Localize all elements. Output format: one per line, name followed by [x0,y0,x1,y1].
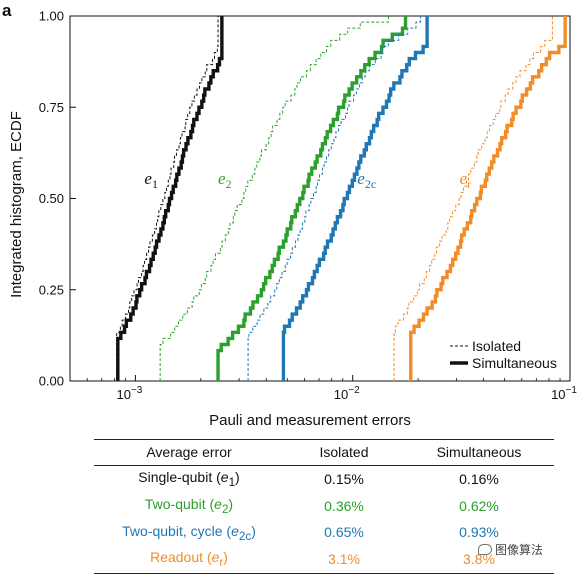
table-row: Single-qubit (e1) 0.15% 0.16% [94,466,554,493]
series-simultaneous-line [281,16,429,381]
watermark: 图像算法 [478,541,543,558]
legend-label: Simultaneous [472,355,557,371]
panel-letter: a [2,1,12,20]
series-simultaneous-line [216,16,408,381]
series-isolated-line [247,16,421,381]
average-error-table: Average error Isolated Simultaneous Sing… [94,439,554,575]
series-simultaneous-line [409,16,567,381]
row-isolated-value: 3.1% [284,546,404,575]
header-simultaneous: Simultaneous [404,439,554,466]
y-tick-label: 0.00 [39,374,64,389]
series-label: e2c [357,169,376,191]
series-simultaneous-line [116,16,224,381]
series-label: e2 [218,169,232,191]
legend-label: Isolated [472,338,521,354]
chat-bubble-icon [478,544,492,555]
row-isolated-value: 0.36% [324,497,364,514]
series-isolated-line [159,16,389,381]
y-axis-label: Integrated histogram, ECDF [8,111,25,298]
y-tick-label: 0.75 [39,100,64,115]
row-label: Single-qubit (e1) [138,469,240,489]
y-tick-label: 0.25 [39,282,64,297]
table-row: Two-qubit, cycle (e2c) 0.65% 0.93% [94,520,554,547]
row-simultaneous-value: 0.93% [459,524,499,541]
row-label: Readout (er) [94,546,284,575]
series-isolated-line [116,16,219,381]
x-tick-label: 10−2 [334,385,360,402]
y-tick-label: 0.50 [39,191,64,206]
row-isolated-value: 0.65% [324,524,364,541]
series-isolated-line [393,16,553,381]
row-simultaneous-value: 0.16% [459,470,499,487]
y-tick-label: 1.00 [39,9,64,24]
table-header-row: Average error Isolated Simultaneous [94,439,554,466]
table-row: Readout (er) 3.1% 3.8% [94,546,554,575]
x-tick-label: 10−1 [551,385,577,402]
row-label: Two-qubit, cycle (e2c) [122,522,256,543]
x-tick-label: 10−3 [116,385,142,402]
row-simultaneous-value: 0.62% [459,497,499,514]
watermark-text: 图像算法 [495,543,544,557]
ecdf-chart: 0.00 0.25 0.50 0.75 1.00 10−3 10−2 10−1 Pauli an… [2,1,577,429]
plot-frame [69,15,571,382]
x-axis-label: Pauli and measurement errors [209,412,411,429]
row-label: Two-qubit (e2) [144,495,234,516]
table-row: Two-qubit (e2) 0.36% 0.62% [94,493,554,520]
header-isolated: Isolated [284,439,404,466]
series-label: er [459,169,471,191]
series-label: e1 [144,169,158,191]
header-average-error: Average error [94,439,284,466]
row-isolated-value: 0.15% [324,470,364,487]
